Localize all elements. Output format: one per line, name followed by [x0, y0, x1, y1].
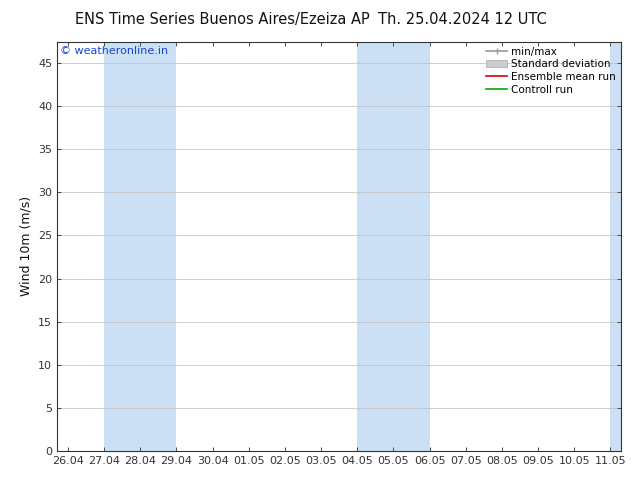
Bar [104, 42, 176, 451]
Text: ENS Time Series Buenos Aires/Ezeiza AP: ENS Time Series Buenos Aires/Ezeiza AP [75, 12, 369, 27]
Bar [611, 42, 621, 451]
Legend: min/max, Standard deviation, Ensemble mean run, Controll run: min/max, Standard deviation, Ensemble me… [483, 44, 619, 98]
Text: Th. 25.04.2024 12 UTC: Th. 25.04.2024 12 UTC [378, 12, 547, 27]
Bar [358, 42, 430, 451]
Text: © weatheronline.in: © weatheronline.in [60, 46, 168, 56]
Y-axis label: Wind 10m (m/s): Wind 10m (m/s) [20, 196, 32, 296]
